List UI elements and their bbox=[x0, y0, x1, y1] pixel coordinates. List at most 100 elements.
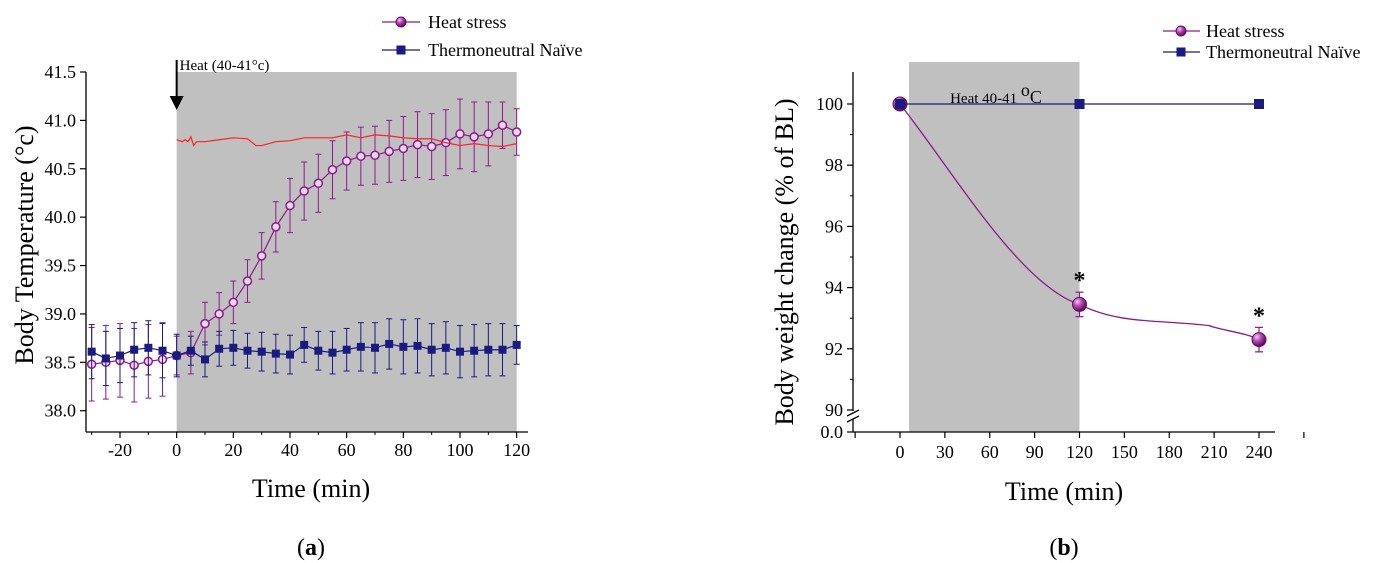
legend-heat-stress-marker bbox=[395, 16, 407, 28]
data-point bbox=[242, 276, 253, 286]
x-tick-label: 150 bbox=[1111, 442, 1138, 462]
y-tick-label: 38.0 bbox=[45, 401, 77, 421]
data-point bbox=[87, 347, 96, 356]
data-point bbox=[172, 351, 181, 360]
data-point bbox=[271, 349, 280, 358]
series-line bbox=[176, 134, 517, 148]
data-point bbox=[286, 350, 294, 359]
x-tick-label: 120 bbox=[503, 440, 530, 460]
axis-break-mark bbox=[846, 409, 860, 417]
data-point bbox=[186, 346, 195, 355]
data-point bbox=[498, 345, 507, 354]
y-tick-label: 39.0 bbox=[45, 304, 77, 324]
x-tick-label: 210 bbox=[1201, 442, 1228, 462]
panel-b-y-axis-title: Body weight change (% of BL) bbox=[770, 98, 799, 425]
panel-a-y-axis-title: Body Temperature (°c) bbox=[10, 125, 39, 364]
data-point bbox=[101, 354, 110, 363]
panel-b-label: (b) bbox=[1049, 535, 1078, 561]
y-tick-label: 90 bbox=[825, 400, 843, 420]
panel-a-legend: Heat stress Thermoneutral Naïve bbox=[382, 12, 582, 60]
legend-thermoneutral-label: Thermoneutral Naïve bbox=[1206, 42, 1360, 62]
y-tick-label: 40.0 bbox=[45, 207, 77, 227]
data-point bbox=[384, 146, 394, 157]
panel-a-x-axis-title: Time (min) bbox=[252, 474, 370, 503]
data-point bbox=[470, 346, 479, 355]
data-point bbox=[426, 141, 437, 152]
heat-period-shading bbox=[176, 72, 517, 432]
data-point bbox=[116, 351, 124, 360]
data-point bbox=[370, 150, 380, 160]
data-point bbox=[356, 151, 366, 161]
x-tick-label: 60 bbox=[338, 440, 356, 460]
series-thermoneutral-na-ve bbox=[895, 99, 1264, 109]
significance-marker: * bbox=[1253, 303, 1265, 329]
legend-heat-stress-label: Heat stress bbox=[1206, 21, 1284, 41]
data-point bbox=[285, 200, 295, 211]
data-point bbox=[341, 156, 352, 166]
data-point bbox=[313, 178, 324, 189]
data-point bbox=[441, 343, 450, 352]
y-tick-label: 98 bbox=[825, 155, 843, 175]
x-tick-label: 100 bbox=[447, 440, 474, 460]
panel-b-legend: Heat stress Thermoneutral Naïve bbox=[1163, 21, 1360, 62]
legend-thermoneutral-marker bbox=[396, 45, 406, 55]
heat-annotation: Heat (40-41°c) bbox=[180, 58, 270, 74]
panel-b-y-axis bbox=[846, 72, 860, 432]
x-tick-label: 60 bbox=[981, 442, 999, 462]
data-point bbox=[356, 342, 365, 351]
data-point bbox=[158, 346, 167, 355]
legend-heat-stress-marker bbox=[1175, 25, 1187, 37]
x-tick-label: 180 bbox=[1156, 442, 1183, 462]
axis-break-mark bbox=[846, 415, 860, 423]
x-tick-label: 40 bbox=[281, 440, 299, 460]
series-line-2 bbox=[176, 134, 517, 148]
data-point bbox=[327, 164, 338, 175]
data-point bbox=[214, 309, 224, 319]
y-tick-label: 0.0 bbox=[821, 422, 844, 442]
data-point bbox=[130, 345, 139, 354]
data-point bbox=[271, 222, 281, 232]
panel-b-chart: 90 92 94 96 98 100 0.0 0 30 60 90 120 150 180 210 240 *… bbox=[770, 21, 1360, 561]
data-point bbox=[300, 340, 309, 349]
data-point bbox=[895, 99, 905, 109]
y-tick-label: 38.5 bbox=[45, 352, 77, 372]
x-tick-label: 80 bbox=[394, 440, 412, 460]
y-tick-label: 96 bbox=[825, 216, 843, 236]
panel-a-series bbox=[86, 98, 522, 403]
data-point bbox=[201, 355, 209, 364]
series-line bbox=[899, 103, 1260, 341]
data-point bbox=[1254, 99, 1264, 109]
data-point bbox=[257, 347, 266, 356]
x-tick-label: -20 bbox=[108, 440, 132, 460]
data-point bbox=[371, 343, 379, 352]
data-point bbox=[385, 339, 394, 348]
data-point bbox=[398, 143, 409, 154]
data-point bbox=[484, 345, 493, 354]
data-point bbox=[243, 346, 252, 355]
x-tick-label: 20 bbox=[224, 440, 242, 460]
data-point bbox=[469, 132, 479, 142]
data-point bbox=[228, 297, 239, 308]
x-tick-label: 120 bbox=[1066, 442, 1093, 462]
data-point bbox=[399, 342, 408, 351]
x-tick-label: 240 bbox=[1246, 442, 1273, 462]
panel-b-x-axis-title: Time (min) bbox=[1005, 477, 1123, 506]
data-point bbox=[328, 348, 337, 357]
x-tick-label: 0 bbox=[896, 442, 905, 462]
data-point bbox=[200, 318, 210, 329]
data-point bbox=[511, 127, 522, 137]
x-tick-label: 0 bbox=[172, 440, 181, 460]
series-thermoneutral-na-ve bbox=[87, 318, 521, 387]
heat-annotation: Heat 40-41 oC bbox=[950, 80, 1042, 107]
data-point bbox=[299, 186, 309, 196]
data-point bbox=[497, 120, 508, 130]
x-tick-label: 90 bbox=[1026, 442, 1044, 462]
panel-b-series: ** bbox=[892, 96, 1267, 353]
panel-a-label: (a) bbox=[297, 535, 325, 561]
data-point bbox=[229, 343, 238, 352]
y-tick-label: 41.5 bbox=[45, 62, 77, 82]
heat-onset-arrow-head bbox=[169, 96, 184, 110]
data-point bbox=[256, 251, 267, 261]
panel-a-ticks: 38.0 38.5 39.0 39.5 40.0 40.5 41.0 41.5 -20 0 20 40… bbox=[45, 62, 531, 460]
